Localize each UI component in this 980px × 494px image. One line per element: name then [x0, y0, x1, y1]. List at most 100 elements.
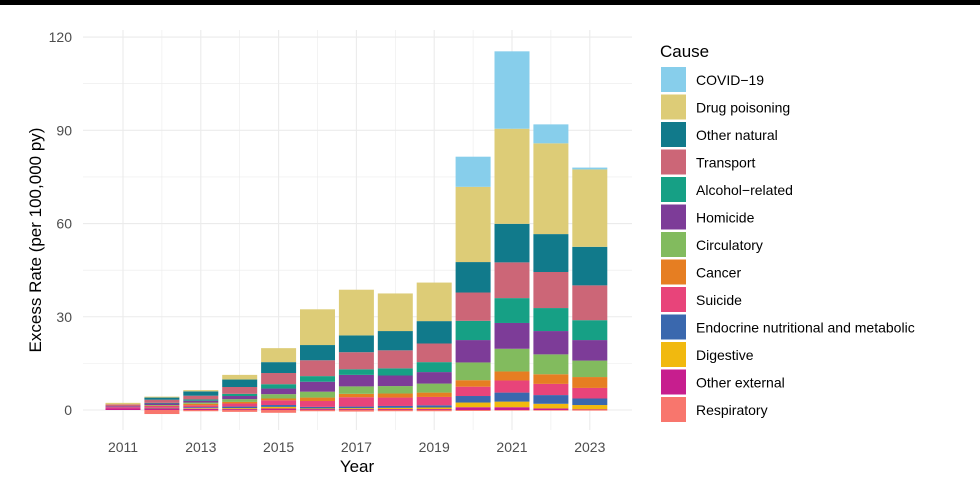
legend-swatch — [661, 342, 686, 367]
bar-segment-2020-cancer — [455, 380, 491, 387]
bar-segment-2011-other-external — [105, 408, 141, 410]
bar-segment-2020-drug-poisoning — [455, 186, 491, 263]
legend-item: Other natural — [661, 122, 778, 147]
bar-segment-2014-drug-poisoning — [222, 374, 258, 380]
bar-segment-2012-homicide — [144, 403, 180, 406]
legend-label: Other natural — [696, 127, 778, 143]
bar-segment-2017-suicide — [338, 397, 374, 407]
bar-segment-2023-suicide — [572, 387, 608, 399]
bar-segment-2023-drug-poisoning — [572, 169, 608, 247]
bar-segment-2018-cancer — [377, 393, 413, 398]
bar-segment-2012-alcohol-related — [144, 402, 180, 404]
bar-segment-2021-respiratory — [494, 410, 530, 411]
bar-segment-2015-circulatory — [261, 394, 297, 399]
bar-segment-2023-covid-19 — [572, 167, 608, 170]
bar-segment-2019-drug-poisoning — [416, 282, 452, 322]
bar-segment-2021-alcohol-related — [494, 298, 530, 323]
bar-segment-2022-suicide — [533, 383, 569, 396]
legend-swatch — [661, 149, 686, 175]
legend-title: Cause — [660, 42, 709, 61]
bar-segment-2012-other-natural — [144, 397, 180, 400]
y-tick-label: 0 — [64, 402, 72, 418]
bar-segment-2021-cancer — [494, 371, 530, 381]
bar-segment-2013-homicide — [183, 400, 219, 403]
legend-item: Digestive — [661, 342, 754, 367]
bars — [105, 51, 608, 415]
x-tick-label: 2015 — [263, 439, 294, 455]
legend-label: Drug poisoning — [696, 100, 790, 116]
bar-segment-2016-homicide — [300, 381, 335, 392]
legend-item: Transport — [661, 149, 756, 175]
x-tick-label: 2013 — [185, 439, 216, 455]
bar-segment-2021-covid-19 — [494, 51, 530, 129]
bar-segment-2012-endocrine-nutritional-and-metabolic — [144, 407, 180, 409]
bar-segment-2014-alcohol-related — [222, 393, 258, 397]
bar-segment-2022-alcohol-related — [533, 308, 569, 332]
bar-segment-2016-circulatory — [300, 391, 335, 398]
bar-segment-2016-digestive — [300, 408, 335, 410]
bar-segment-2012-respiratory — [144, 410, 180, 415]
bar-segment-2023-homicide — [572, 340, 608, 361]
bar-segment-2019-other-natural — [416, 321, 452, 344]
bar-segment-2021-circulatory — [494, 348, 530, 372]
bar-segment-2016-other-external — [300, 409, 335, 410]
legend-swatch — [661, 259, 686, 285]
x-axis-ticks: 2011 2013 2015 2017 2019 2021 2023 — [108, 439, 606, 455]
bar-segment-2015-other-natural — [261, 362, 297, 374]
legend: Cause COVID−19 Drug poisoning Other natura… — [660, 42, 915, 422]
legend-label: Respiratory — [696, 402, 768, 418]
bar-segment-2011-drug-poisoning — [105, 402, 141, 405]
bar-segment-2013-endocrine-nutritional-and-metabolic — [183, 407, 219, 409]
bar-segment-2017-transport — [338, 352, 374, 370]
y-axis-ticks: 0 30 60 90 120 — [49, 29, 73, 418]
bar-segment-2015-digestive — [261, 406, 297, 409]
bar-segment-2018-other-external — [377, 409, 413, 410]
bar-segment-2015-suicide — [261, 400, 297, 406]
legend-label: Circulatory — [696, 237, 763, 253]
bar-segment-2018-other-natural — [377, 331, 413, 351]
bar-segment-2011-suicide — [105, 407, 141, 409]
bar-segment-2022-circulatory — [533, 354, 569, 375]
bar-segment-2014-endocrine-nutritional-and-metabolic — [222, 406, 258, 409]
bar-segment-2015-transport — [261, 373, 297, 385]
bar-segment-2021-endocrine-nutritional-and-metabolic — [494, 392, 530, 402]
bar-segment-2019-other-external — [416, 409, 452, 410]
bar-segment-2022-respiratory — [533, 410, 569, 411]
legend-label: Homicide — [696, 210, 755, 226]
bar-segment-2017-homicide — [338, 374, 374, 387]
legend-item: Alcohol−related — [661, 177, 793, 202]
x-tick-label: 2023 — [574, 439, 605, 455]
bar-segment-2012-circulatory — [144, 405, 180, 406]
bar-segment-2016-alcohol-related — [300, 376, 335, 382]
bar-segment-2020-other-natural — [455, 262, 491, 293]
bar-segment-2021-other-natural — [494, 223, 530, 263]
bar-segment-2018-digestive — [377, 407, 413, 410]
bar-segment-2014-digestive — [222, 408, 258, 410]
bar-segment-2015-respiratory — [261, 410, 297, 413]
bar-segment-2016-drug-poisoning — [300, 309, 335, 346]
bar-segment-2018-transport — [377, 350, 413, 369]
bar-segment-2019-cancer — [416, 392, 452, 397]
bar-segment-2017-alcohol-related — [338, 369, 374, 375]
legend-swatch — [661, 67, 686, 92]
bar-segment-2021-drug-poisoning — [494, 128, 530, 224]
bar-segment-2023-endocrine-nutritional-and-metabolic — [572, 398, 608, 406]
bar-segment-2017-endocrine-nutritional-and-metabolic — [338, 406, 374, 409]
y-tick-label: 120 — [49, 29, 73, 45]
y-tick-label: 90 — [56, 122, 72, 138]
legend-item: Cancer — [661, 259, 741, 285]
bar-segment-2018-circulatory — [377, 386, 413, 394]
bar-segment-2018-alcohol-related — [377, 368, 413, 376]
bar-segment-2012-cancer — [144, 405, 180, 407]
legend-item: Other external — [661, 369, 785, 395]
bar-segment-2021-other-external — [494, 407, 530, 410]
legend-label: Digestive — [696, 347, 754, 363]
bar-segment-2016-suicide — [300, 400, 335, 407]
bar-segment-2015-homicide — [261, 388, 297, 395]
bar-segment-2019-alcohol-related — [416, 362, 452, 373]
bar-segment-2016-transport — [300, 360, 335, 377]
top-black-bar — [0, 0, 980, 5]
legend-swatch — [661, 287, 686, 312]
bar-segment-2020-suicide — [455, 386, 491, 397]
